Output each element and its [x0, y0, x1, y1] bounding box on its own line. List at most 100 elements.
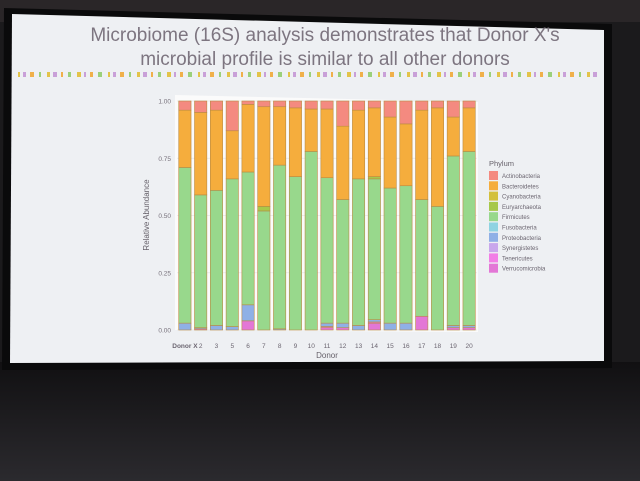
bar-segment-bacteroidetes	[415, 109, 429, 200]
rule-dash	[300, 72, 304, 77]
bar-segment-euryarchaeota	[367, 176, 381, 180]
bar-segment-actinobacteria	[257, 100, 271, 108]
x-tick-label: 17	[418, 343, 426, 350]
y-axis-label: Relative Abundance	[142, 179, 151, 251]
bar-segment-verrucomicrobia	[367, 322, 381, 331]
rule-dash	[39, 72, 41, 77]
legend-label: Euryarchaeota	[502, 205, 542, 211]
bar-segment-verrucomicrobia	[336, 327, 350, 331]
legend-swatch	[489, 232, 498, 242]
rule-dash	[84, 72, 86, 77]
legend-label: Tenericutes	[502, 256, 533, 262]
bar-segment-firmicutes	[336, 199, 350, 324]
rule-dash	[563, 72, 566, 77]
legend-swatch	[489, 181, 498, 191]
rule-dash	[278, 72, 282, 77]
rule-dash	[347, 72, 351, 77]
rule-dash	[378, 72, 380, 77]
legend-swatch	[489, 243, 498, 253]
slide-title-line-1: Microbiome (16S) analysis demonstrates t…	[90, 25, 560, 46]
bar-segment-bacteroidetes	[383, 116, 397, 189]
rule-dash	[227, 72, 230, 77]
rule-dash	[167, 72, 171, 77]
rule-dash	[579, 72, 581, 77]
x-tick-label: 18	[434, 343, 442, 350]
x-tick-label: 19	[450, 343, 458, 350]
bar-segment-verrucomicrobia	[241, 320, 255, 331]
bar-segment-firmicutes	[178, 167, 192, 324]
bar-segment-actinobacteria	[431, 100, 444, 109]
x-tick-label: 8	[278, 343, 282, 350]
bar-segment-actinobacteria	[288, 100, 302, 109]
bar-segment-actinobacteria	[304, 100, 318, 110]
bar-segment-actinobacteria	[210, 100, 223, 111]
legend-label: Proteobacteria	[502, 236, 542, 242]
bar-segment-verrucomicrobia	[446, 327, 460, 331]
bar-segment-bacteroidetes	[210, 109, 223, 191]
bar-segment-actinobacteria	[352, 100, 366, 111]
rule-dash	[354, 72, 356, 77]
bar-segment-proteobacteria	[367, 319, 381, 323]
bar-segment-firmicutes	[225, 178, 239, 327]
bar-segment-proteobacteria	[399, 322, 413, 331]
slide-title: Microbiome (16S) analysis demonstrates t…	[60, 24, 590, 72]
bar-segment-proteobacteria	[446, 325, 460, 329]
x-tick-label: Donor X	[172, 343, 198, 350]
rule-dash	[108, 72, 110, 77]
rule-dash	[129, 72, 131, 77]
legend-label: Synergistetes	[502, 246, 538, 252]
bar-segment-actinobacteria	[194, 100, 208, 113]
bar-segment-firmicutes	[288, 176, 302, 331]
rule-dash	[309, 72, 311, 77]
rule-dash	[53, 72, 57, 77]
bar-segment-bacteroidetes	[336, 125, 350, 200]
rule-dash	[497, 72, 500, 77]
bar-segment-actinobacteria	[178, 100, 192, 111]
rule-dash	[331, 72, 333, 77]
title-decorative-rule	[18, 72, 597, 77]
bar-segment-bacteroidetes	[225, 130, 239, 180]
bar-segment-firmicutes	[241, 171, 255, 306]
bar-segment-actinobacteria	[462, 100, 476, 109]
rule-dash	[503, 72, 507, 77]
x-tick-label: 3	[215, 343, 219, 350]
bar-segment-firmicutes	[415, 199, 429, 317]
x-axis-label: Donor	[316, 351, 338, 360]
rule-dash	[390, 72, 394, 77]
x-tick-label: 16	[402, 343, 410, 350]
legend-swatch	[489, 222, 498, 232]
legend-swatch	[489, 253, 498, 263]
bar-segment-firmicutes	[446, 155, 460, 326]
bar-segment-bacteroidetes	[178, 109, 192, 168]
rule-dash	[158, 72, 161, 77]
bar-segment-verrucomicrobia	[415, 315, 429, 331]
rule-dash	[317, 72, 320, 77]
x-tick-label: 5	[230, 343, 234, 350]
x-tick-label: 14	[371, 343, 379, 350]
rule-dash	[113, 72, 116, 77]
rule-dash	[428, 72, 431, 77]
bar-segment-firmicutes	[383, 187, 397, 324]
x-axis-ticks: Donor X 2 3 5 6 7 8 9 10 11 12 13 14 15 16 17 18 19 20	[172, 343, 473, 350]
x-tick-label: 9	[294, 343, 298, 350]
bar-segment-proteobacteria	[210, 325, 223, 331]
legend-title: Phylum	[489, 159, 514, 168]
rule-dash	[18, 72, 20, 77]
rule-dash	[23, 72, 26, 77]
rule-dash	[174, 72, 176, 77]
bar-segment-actinobacteria	[320, 100, 334, 110]
rule-dash	[450, 72, 453, 77]
bar-segment-actinobacteria	[273, 100, 287, 108]
rule-dash	[338, 72, 341, 77]
rule-dash	[270, 72, 273, 77]
bar-segment-firmicutes	[352, 178, 366, 326]
rule-dash	[527, 72, 531, 77]
rule-dash	[219, 72, 221, 77]
rule-dash	[68, 72, 71, 77]
bar-segment-actinobacteria	[336, 100, 350, 127]
rule-dash	[30, 72, 34, 77]
legend-swatch	[489, 201, 498, 211]
bar-segment-firmicutes	[399, 185, 413, 324]
y-tick-label: 0.50	[158, 213, 171, 220]
rule-dash	[188, 72, 192, 77]
